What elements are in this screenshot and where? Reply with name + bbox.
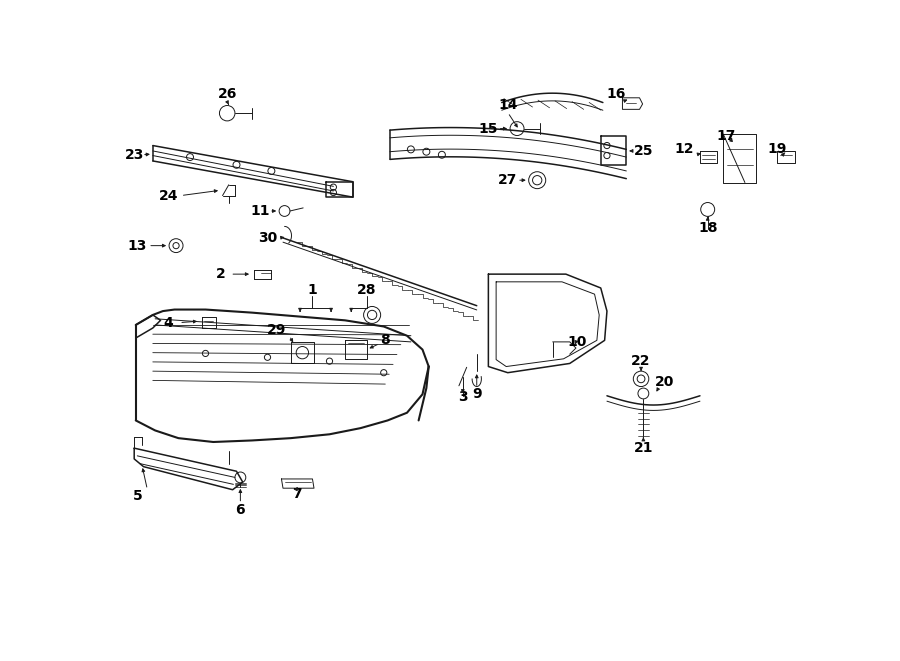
Text: 25: 25 [634, 144, 653, 158]
Text: 11: 11 [250, 204, 269, 218]
Text: 3: 3 [458, 391, 468, 405]
Text: 24: 24 [158, 188, 178, 202]
Text: 27: 27 [498, 173, 518, 187]
Text: 10: 10 [568, 335, 587, 349]
Text: 5: 5 [132, 489, 142, 503]
Text: 30: 30 [258, 231, 277, 245]
Text: 20: 20 [654, 375, 674, 389]
Text: 19: 19 [768, 142, 788, 157]
Text: 9: 9 [472, 387, 482, 401]
Text: 1: 1 [308, 282, 318, 297]
Text: 18: 18 [698, 221, 717, 235]
Text: 12: 12 [675, 142, 694, 157]
Text: 17: 17 [716, 128, 736, 143]
Text: 7: 7 [292, 487, 302, 501]
Text: 22: 22 [631, 354, 651, 368]
Text: 2: 2 [216, 267, 226, 281]
Text: 8: 8 [381, 333, 391, 347]
Text: 15: 15 [479, 122, 498, 136]
Text: 4: 4 [164, 316, 173, 330]
Text: 6: 6 [236, 503, 245, 517]
Text: 26: 26 [218, 87, 237, 101]
Text: 14: 14 [498, 98, 518, 112]
Text: 28: 28 [357, 282, 376, 297]
Text: 29: 29 [267, 323, 286, 337]
Text: 23: 23 [124, 148, 144, 162]
Text: 13: 13 [128, 239, 147, 253]
Text: 21: 21 [634, 441, 653, 455]
Text: 16: 16 [607, 87, 625, 101]
